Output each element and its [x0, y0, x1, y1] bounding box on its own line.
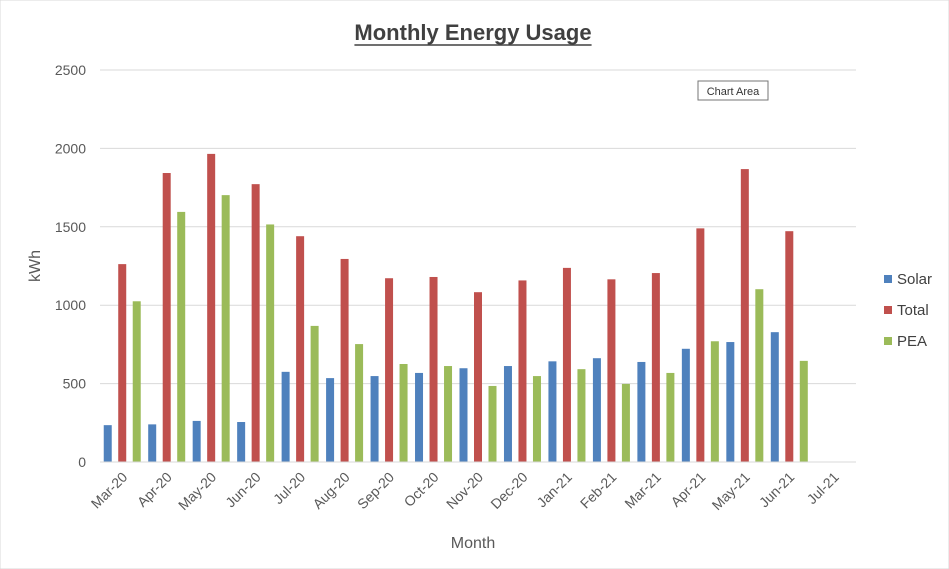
y-axis-title: kWh — [27, 250, 44, 282]
bar-solar-apr-20[interactable] — [148, 424, 157, 462]
y-tick-label: 500 — [63, 376, 87, 392]
bar-pea-oct-20[interactable] — [444, 366, 453, 462]
bar-pea-may-21[interactable] — [755, 289, 764, 462]
y-tick-label: 2500 — [55, 62, 86, 78]
bar-solar-jun-21[interactable] — [770, 332, 779, 462]
bar-solar-may-20[interactable] — [192, 420, 201, 462]
bar-total-jan-21[interactable] — [562, 267, 571, 462]
bar-pea-jan-21[interactable] — [577, 369, 586, 462]
bar-total-jun-21[interactable] — [785, 231, 794, 462]
bar-total-mar-21[interactable] — [651, 273, 660, 462]
bar-solar-dec-20[interactable] — [503, 366, 512, 462]
y-tick-label: 1500 — [55, 219, 86, 235]
bar-pea-aug-20[interactable] — [355, 344, 364, 462]
legend-item-solar[interactable]: Solar — [884, 271, 932, 288]
legend-item-pea[interactable]: PEA — [884, 333, 927, 350]
bar-solar-oct-20[interactable] — [415, 372, 424, 462]
legend-label: Solar — [897, 271, 932, 288]
bar-solar-may-21[interactable] — [726, 342, 735, 462]
x-axis-title: Month — [451, 535, 495, 552]
bar-pea-apr-20[interactable] — [177, 211, 186, 462]
bar-total-apr-20[interactable] — [162, 173, 171, 463]
bar-total-nov-20[interactable] — [474, 292, 482, 462]
legend-item-total[interactable]: Total — [884, 302, 929, 319]
bar-total-mar-20[interactable] — [118, 264, 127, 462]
chart-area-tooltip: Chart Area — [697, 80, 769, 101]
y-tick-label: 2000 — [55, 140, 86, 156]
bar-pea-jul-20[interactable] — [310, 325, 319, 462]
bar-pea-apr-21[interactable] — [710, 341, 719, 462]
legend-label: Total — [897, 302, 929, 319]
bar-total-sep-20[interactable] — [385, 278, 394, 462]
chart-title: Monthly Energy Usage — [354, 20, 591, 45]
bars — [103, 153, 808, 463]
bar-solar-jun-20[interactable] — [237, 422, 246, 462]
bar-solar-nov-20[interactable] — [459, 368, 468, 462]
bar-total-may-21[interactable] — [740, 169, 749, 462]
bar-solar-jul-20[interactable] — [281, 371, 290, 462]
legend-label: PEA — [897, 333, 927, 350]
bar-solar-mar-20[interactable] — [103, 425, 112, 462]
legend[interactable]: Solar Total PEA — [884, 271, 932, 350]
bar-solar-mar-21[interactable] — [637, 361, 646, 462]
bar-solar-feb-21[interactable] — [592, 358, 601, 462]
y-tick-label: 0 — [78, 454, 86, 470]
bar-pea-dec-20[interactable] — [532, 376, 541, 462]
y-tick-label: 1000 — [55, 297, 86, 313]
bar-pea-mar-21[interactable] — [666, 372, 675, 462]
bar-total-dec-20[interactable] — [518, 280, 527, 462]
legend-swatch — [884, 337, 892, 345]
bar-pea-feb-21[interactable] — [621, 383, 630, 462]
bar-total-jul-20[interactable] — [296, 236, 305, 462]
bar-solar-sep-20[interactable] — [370, 376, 379, 462]
bar-solar-aug-20[interactable] — [326, 378, 335, 462]
legend-swatch — [884, 275, 892, 283]
bar-total-jun-20[interactable] — [251, 184, 260, 463]
bar-total-apr-21[interactable] — [696, 228, 705, 462]
bar-total-may-20[interactable] — [207, 153, 216, 462]
tooltip-label: Chart Area — [707, 86, 760, 98]
legend-swatch — [884, 306, 892, 314]
bar-pea-may-20[interactable] — [221, 195, 230, 462]
bar-pea-jun-20[interactable] — [266, 224, 275, 462]
bar-total-oct-20[interactable] — [429, 276, 438, 462]
bar-pea-mar-20[interactable] — [132, 301, 141, 462]
y-axis-ticks: 0 500 1000 1500 2000 2500 — [55, 62, 86, 470]
bar-pea-nov-20[interactable] — [488, 385, 497, 462]
bar-solar-jan-21[interactable] — [548, 361, 557, 462]
bar-solar-apr-21[interactable] — [681, 348, 690, 462]
bar-total-aug-20[interactable] — [340, 258, 349, 462]
bar-pea-jun-21[interactable] — [799, 360, 808, 462]
bar-total-feb-21[interactable] — [607, 279, 616, 462]
bar-pea-sep-20[interactable] — [399, 364, 408, 462]
